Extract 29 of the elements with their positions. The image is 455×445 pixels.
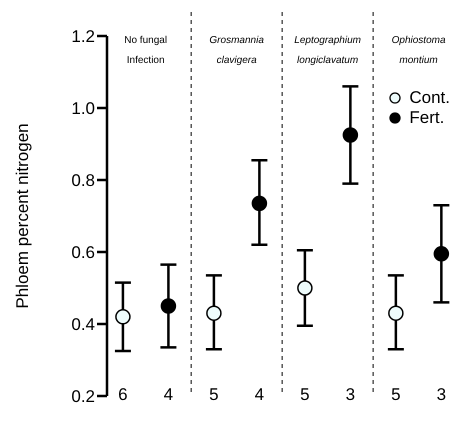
point — [342, 127, 358, 143]
x-tick-label: 3 — [346, 385, 356, 404]
annotation: Leptographium longiclavatum — [293, 34, 362, 68]
y-tick-label: 0.4 — [71, 315, 95, 334]
point — [297, 280, 313, 296]
point — [434, 246, 450, 262]
y-axis-title: Phloem percent nitrogen — [13, 123, 32, 309]
point — [115, 309, 131, 325]
annotation: Ophiostoma montium — [390, 34, 447, 68]
point — [388, 305, 404, 321]
point — [160, 298, 176, 314]
point — [252, 196, 268, 212]
annotation: No fungal Infection — [123, 34, 168, 68]
y-tick-label: 1.0 — [71, 99, 95, 118]
legend-label: Cont. — [409, 88, 450, 108]
x-tick-label: 6 — [118, 385, 128, 404]
x-tick-label: 3 — [436, 385, 446, 404]
point — [206, 305, 222, 321]
annotation: Grosmannia clavigera — [208, 34, 265, 68]
x-tick-label: 5 — [209, 385, 219, 404]
x-tick-label: 5 — [300, 385, 310, 404]
x-tick-label: 4 — [254, 385, 264, 404]
y-tick-label: 1.2 — [71, 27, 95, 46]
y-tick-label: 0.6 — [71, 243, 95, 262]
y-tick-label: 0.2 — [71, 387, 95, 406]
legend-label: Fert. — [409, 108, 444, 128]
x-tick-label: 4 — [164, 385, 174, 404]
y-tick-label: 0.8 — [71, 171, 95, 190]
x-tick-label: 5 — [391, 385, 401, 404]
